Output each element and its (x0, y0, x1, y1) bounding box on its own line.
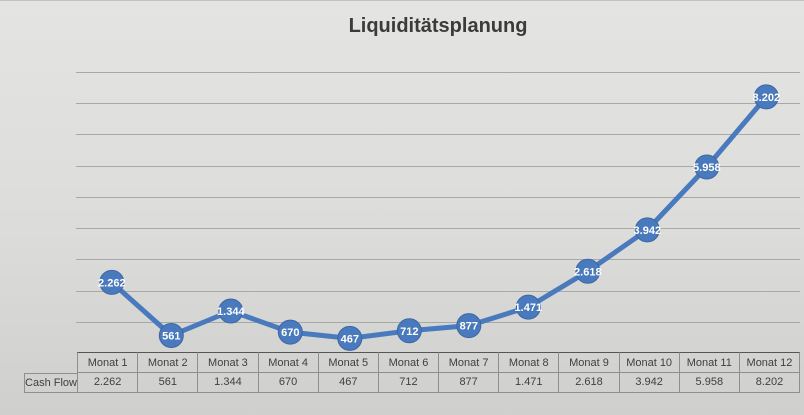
data-point-label: 877 (460, 321, 478, 333)
data-point-label: 2.618 (574, 266, 602, 278)
series-name-cell: Cash Flow (24, 373, 77, 393)
table-column-header: Monat 6 (377, 352, 439, 373)
table-cell-value: 1.344 (197, 373, 258, 393)
table-cell-value: 3.942 (618, 373, 679, 393)
table-header-row: Monat 1 Monat 2 Monat 3 Monat 4 Monat 5 Monat… (24, 352, 801, 373)
table-cell-value: 670 (257, 373, 318, 393)
data-point-label: 3.942 (634, 225, 662, 237)
data-point-label: 670 (281, 327, 299, 339)
table-cell-value: 877 (438, 373, 499, 393)
data-point-marker[interactable] (456, 313, 482, 339)
table-cell-value: 5.958 (678, 373, 739, 393)
data-point-marker[interactable] (515, 294, 541, 320)
data-point-label: 712 (400, 326, 418, 338)
data-point-marker[interactable] (694, 154, 720, 180)
series-line[interactable] (109, 94, 769, 341)
data-point-marker[interactable] (634, 217, 660, 243)
table-column-header: Monat 11 (678, 352, 739, 373)
data-point-label: 1.471 (515, 302, 543, 314)
data-point-marker[interactable] (337, 325, 363, 351)
data-point-label: 467 (341, 333, 359, 345)
table-column-header: Monat 8 (498, 352, 559, 373)
table-column-header: Monat 4 (257, 352, 318, 373)
data-point-marker[interactable] (218, 298, 244, 324)
table-cell-value: 8.202 (738, 373, 801, 393)
table-cell-value: 561 (137, 373, 198, 393)
table-column-header: Monat 1 (77, 352, 138, 373)
data-point-label: 561 (162, 331, 180, 343)
data-point-marker[interactable] (396, 318, 422, 344)
data-point-label: 8.202 (753, 92, 781, 104)
data-point-label: 5.958 (693, 162, 721, 174)
table-cell-value: 467 (317, 373, 378, 393)
table-column-header: Monat 2 (137, 352, 198, 373)
table-column-header: Monat 7 (438, 352, 499, 373)
table-column-header: Monat 10 (618, 352, 679, 373)
table-cell-value: 2.262 (77, 373, 138, 393)
data-point-marker[interactable] (277, 319, 303, 345)
data-point-label: 2.262 (98, 277, 126, 289)
table-column-header: Monat 9 (558, 352, 619, 373)
table-column-header: Monat 3 (197, 352, 258, 373)
data-point-marker[interactable] (575, 258, 601, 284)
table-value-row: Cash Flow 2.262 561 1.344 670 467 712 877 1.471… (24, 373, 801, 393)
data-point-marker[interactable] (158, 323, 184, 348)
data-point-marker[interactable] (99, 269, 125, 295)
chart-title[interactable]: Liquiditätsplanung (348, 15, 528, 37)
table-cell-value: 1.471 (498, 373, 559, 393)
chart-data-table: Monat 1 Monat 2 Monat 3 Monat 4 Monat 5 Monat… (24, 352, 801, 393)
table-column-header: Monat 12 (738, 352, 801, 373)
table-corner-cell (24, 352, 77, 373)
table-column-header: Monat 5 (317, 352, 378, 373)
table-cell-value: 712 (377, 373, 439, 393)
data-point-label: 1.344 (217, 306, 245, 318)
data-point-marker[interactable] (753, 84, 779, 110)
table-cell-value: 2.618 (558, 373, 619, 393)
